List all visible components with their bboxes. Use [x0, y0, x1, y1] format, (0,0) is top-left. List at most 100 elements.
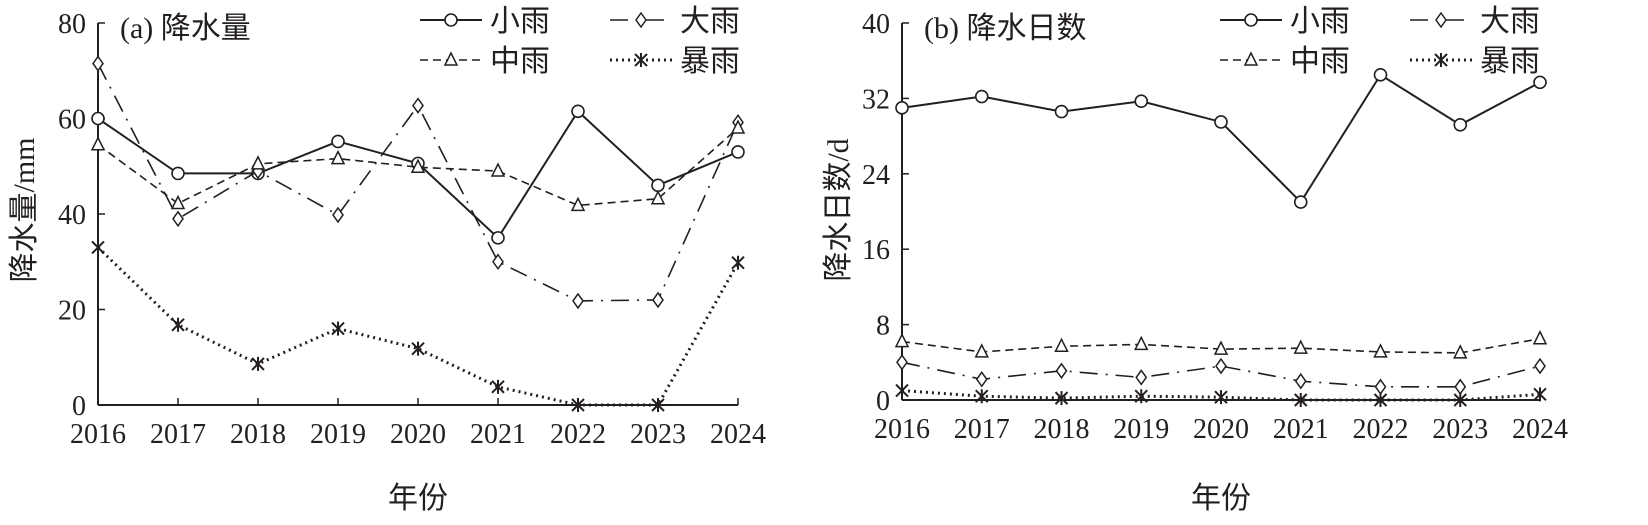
data-point	[1533, 387, 1547, 402]
data-point	[652, 291, 664, 309]
data-point	[1532, 330, 1548, 345]
data-point	[975, 370, 988, 388]
data-point	[1293, 195, 1308, 209]
data-point	[170, 194, 186, 210]
data-point	[1533, 75, 1547, 90]
x-tick-label: 2021	[470, 419, 526, 450]
series-line	[901, 73, 1541, 204]
x-tick-label: 2024	[710, 419, 766, 450]
y-tick-label: 16	[862, 235, 890, 266]
x-tick-label: 2017	[954, 414, 1010, 445]
legend-label: 中雨	[1290, 45, 1350, 78]
series-asterisk	[895, 383, 1547, 407]
data-point	[895, 383, 909, 398]
x-tick-label: 2017	[150, 419, 206, 450]
data-point	[1453, 117, 1468, 132]
legend-label: 小雨	[490, 5, 550, 38]
data-point	[331, 321, 345, 336]
data-point	[251, 356, 265, 371]
legend-asterisk-icon	[634, 53, 648, 67]
x-tick-label: 2020	[390, 419, 446, 450]
series-line	[97, 109, 739, 240]
data-point	[651, 178, 665, 193]
data-point	[1453, 393, 1467, 407]
data-point	[1134, 335, 1149, 351]
data-point	[411, 341, 425, 356]
data-point	[490, 162, 506, 177]
data-point	[572, 292, 584, 310]
series-circle	[91, 104, 745, 245]
data-point	[250, 155, 266, 170]
data-point	[171, 317, 185, 332]
y-axis-label: 降水日数/d	[822, 138, 855, 281]
legend-circle-icon	[1244, 13, 1258, 27]
data-point	[1373, 393, 1388, 407]
x-tick-label: 2022	[550, 419, 606, 450]
data-point	[1215, 357, 1227, 375]
y-tick-label: 40	[58, 200, 86, 231]
data-point	[491, 379, 505, 394]
series-asterisk	[91, 240, 745, 412]
x-tick-label: 2022	[1353, 414, 1409, 445]
legend-entry: 小雨	[420, 5, 550, 38]
legend-entry: 小雨	[1220, 5, 1350, 38]
x-tick-label: 2018	[1034, 414, 1090, 445]
data-point	[895, 101, 909, 115]
data-point	[1214, 390, 1228, 405]
legend-circle-icon	[444, 13, 458, 27]
series-triangle	[894, 330, 1548, 359]
data-point	[1214, 115, 1228, 129]
legend-label: 暴雨	[680, 45, 740, 78]
data-point	[1135, 369, 1148, 386]
data-point	[650, 190, 666, 205]
data-point	[1453, 344, 1468, 359]
data-point	[1454, 378, 1467, 396]
data-point	[1054, 391, 1069, 406]
legend-label: 小雨	[1290, 5, 1350, 38]
y-tick-label: 0	[876, 386, 890, 417]
x-tick-label: 2016	[70, 419, 126, 450]
data-point	[410, 158, 426, 173]
x-axis-label: 年份	[388, 482, 448, 515]
data-point	[332, 206, 344, 224]
x-tick-label: 2023	[630, 419, 686, 450]
y-tick-label: 20	[58, 296, 86, 327]
x-tick-label: 2023	[1432, 414, 1488, 445]
data-point	[1054, 104, 1069, 119]
legend-entry: 大雨	[1410, 5, 1540, 38]
series-diamond	[92, 55, 744, 310]
legend-label: 大雨	[1480, 5, 1540, 38]
data-point	[172, 210, 184, 228]
data-point	[1373, 68, 1388, 82]
data-point	[91, 111, 105, 126]
y-tick-label: 24	[862, 160, 890, 191]
x-tick-label: 2021	[1273, 414, 1329, 445]
data-point	[492, 253, 504, 271]
chart-panel-a: 0 20 40 60 80 2016 2017 2018 2019 2020 2021 2022 202…	[8, 5, 766, 515]
y-tick-label: 40	[862, 9, 890, 40]
series-line	[96, 246, 740, 407]
y-tick-label: 32	[862, 84, 890, 115]
legend-diamond-icon	[1435, 11, 1447, 29]
legend-asterisk-icon	[1434, 53, 1448, 67]
data-point	[1055, 362, 1068, 380]
chart-panel-b: 0 8 16 24 32 40 2016 2017 2018 2019 2020 2021 2022 20…	[822, 5, 1568, 515]
data-point	[1134, 94, 1149, 109]
series-line	[901, 337, 1541, 354]
series-circle	[895, 68, 1547, 209]
data-point	[1294, 372, 1307, 390]
data-point	[896, 354, 908, 371]
series-line	[901, 361, 1541, 388]
data-point	[571, 104, 585, 119]
legend-entry: 大雨	[610, 5, 740, 38]
y-tick-label: 8	[876, 311, 890, 342]
data-point	[1293, 339, 1308, 354]
data-point	[1373, 343, 1388, 358]
data-point	[331, 134, 345, 149]
data-point	[1134, 389, 1148, 404]
data-point	[491, 231, 505, 245]
y-tick-label: 0	[72, 391, 86, 422]
data-point	[894, 332, 910, 348]
legend-entry: 中雨	[420, 45, 550, 78]
